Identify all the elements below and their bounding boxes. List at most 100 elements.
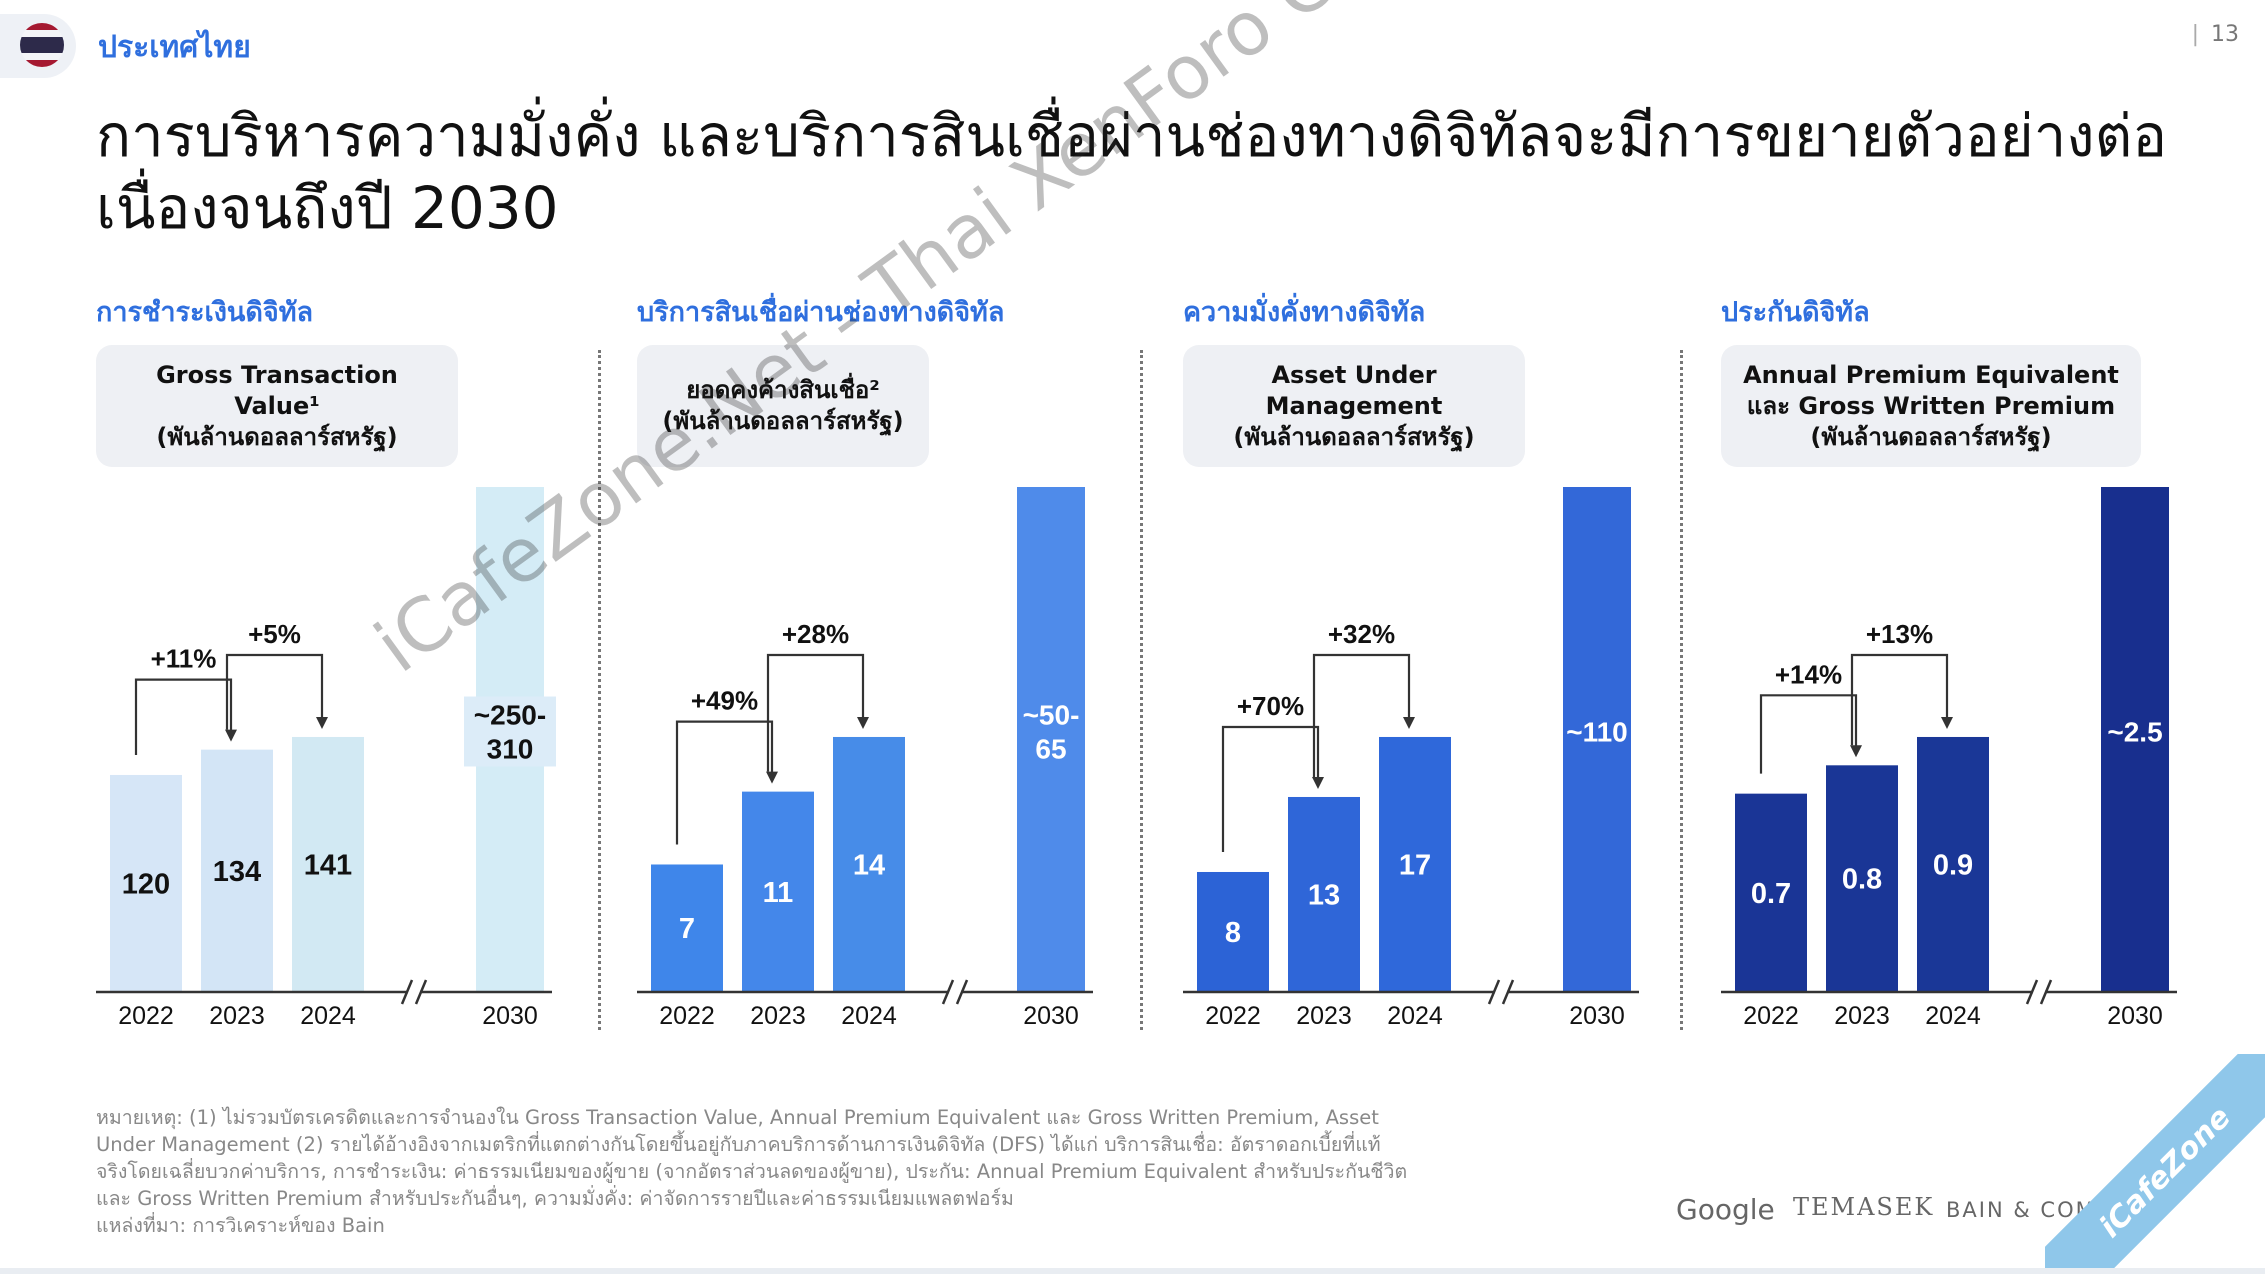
flag-stripe xyxy=(20,23,64,30)
footnote-line: หมายเหตุ: (1) ไม่รวมบัตรเครดิตและการจำนอ… xyxy=(96,1106,1379,1129)
growth-bracket: +13% xyxy=(1850,619,1953,746)
axis-break-mark xyxy=(400,979,414,1005)
panel-divider xyxy=(1680,350,1683,1030)
axis-break-mark xyxy=(941,979,955,1005)
metric-line: ยอดคงค้างสินเชื่อ² xyxy=(686,376,880,404)
axis-break-mark xyxy=(414,979,428,1005)
axis-break-gap xyxy=(408,988,420,996)
bar-value-label: 65 xyxy=(1035,734,1066,765)
x-tick-label: 2023 xyxy=(209,1002,265,1030)
bar-2023 xyxy=(201,749,273,992)
axis-break-mark xyxy=(1487,979,1501,1005)
growth-label: +49% xyxy=(691,686,758,716)
growth-label: +32% xyxy=(1328,619,1395,649)
bottom-rule xyxy=(0,1268,2265,1274)
bar-2022 xyxy=(1735,793,1807,992)
metric-box: Asset Under Management (พันล้านดอลลาร์สห… xyxy=(1183,345,1525,467)
axis-break-gap xyxy=(2033,988,2045,996)
bar-2024 xyxy=(1379,736,1451,992)
growth-bracket: +11% xyxy=(134,644,237,755)
growth-label: +28% xyxy=(782,619,849,649)
bar-2022 xyxy=(1197,871,1269,992)
bar-value-label: 13 xyxy=(1308,879,1340,911)
metric-line: (พันล้านดอลลาร์สหรัฐ) xyxy=(1810,422,2052,451)
page-number: | 13 xyxy=(2191,22,2239,47)
growth-bracket-line xyxy=(1312,653,1411,777)
bar-chart: 120 134 141 ~250-310 2022 2023 2024 2030 +11% +5% xyxy=(96,487,556,1030)
growth-bracket-line xyxy=(1850,653,1949,746)
growth-bracket-line xyxy=(134,678,233,755)
growth-bracket-line xyxy=(1221,725,1320,852)
bar-2030 xyxy=(1563,487,1631,992)
metric-box: Annual Premium Equivalent และ Gross Writ… xyxy=(1721,345,2141,467)
growth-bracket: +70% xyxy=(1221,691,1324,852)
growth-label: +70% xyxy=(1237,691,1304,721)
growth-label: +11% xyxy=(151,644,217,674)
arrow-head-icon xyxy=(225,729,237,742)
page-number-value: 13 xyxy=(2211,22,2239,47)
panel-divider xyxy=(1140,350,1143,1030)
panel-digital-wealth: ความมั่งคั่งทางดิจิทัล Asset Under Manag… xyxy=(1183,290,1723,1050)
axis-break-gap xyxy=(1495,988,1507,996)
x-tick-label: 2022 xyxy=(1205,1002,1261,1030)
bar-value-label: 8 xyxy=(1225,917,1241,949)
growth-bracket: +14% xyxy=(1759,659,1862,774)
growth-bracket-line xyxy=(1759,694,1858,774)
title-line-2: เนื่องจนถึงปี 2030 xyxy=(96,174,559,242)
footnote-line: Under Management (2) รายได้อ้างอิงจากเมต… xyxy=(96,1133,1381,1156)
growth-bracket: +5% xyxy=(225,619,328,730)
flag-stripe xyxy=(20,37,64,53)
growth-bracket: +49% xyxy=(675,686,778,845)
bar-value-label: 120 xyxy=(122,868,170,900)
x-tick-label: 2024 xyxy=(1387,1002,1443,1030)
bar-value-label: 0.7 xyxy=(1751,878,1791,910)
metric-line: Gross Transaction Value¹ xyxy=(156,360,398,420)
bar-2023 xyxy=(1288,796,1360,992)
axis-break-gap xyxy=(949,988,961,996)
panel-divider xyxy=(598,350,601,1030)
x-tick-label: 2024 xyxy=(841,1002,897,1030)
bar-value-label: 134 xyxy=(213,856,261,888)
bar-2022 xyxy=(110,774,182,992)
x-tick-label: 2023 xyxy=(750,1002,806,1030)
bar-value-label: ~250- xyxy=(474,700,546,731)
growth-label: +13% xyxy=(1866,619,1933,649)
x-tick-label: 2030 xyxy=(2107,1002,2163,1030)
arrow-head-icon xyxy=(1312,776,1324,789)
panel-digital-insurance: ประกันดิจิทัล Annual Premium Equivalent … xyxy=(1721,290,2261,1050)
panel-title: บริการสินเชื่อผ่านช่องทางดิจิทัล xyxy=(637,297,1005,328)
bar-2023 xyxy=(742,791,814,992)
corner-watermark: iCafeZone xyxy=(2045,1054,2265,1274)
bar-2024 xyxy=(1917,736,1989,992)
bar-value-label: 17 xyxy=(1399,849,1431,881)
x-tick-label: 2030 xyxy=(482,1002,538,1030)
growth-bracket-line xyxy=(766,653,865,772)
metric-line: และ Gross Written Premium xyxy=(1746,391,2116,420)
x-tick-label: 2024 xyxy=(300,1002,356,1030)
page-title: การบริหารความมั่งคั่ง และบริการสินเชื่อผ… xyxy=(96,100,2196,244)
bar-2024 xyxy=(292,736,364,992)
x-tick-label: 2022 xyxy=(118,1002,174,1030)
bar-value-label: 7 xyxy=(679,913,695,945)
bar-2022 xyxy=(651,864,723,992)
metric-line: (พันล้านดอลลาร์สหรัฐ) xyxy=(156,422,398,451)
axis-break-mark xyxy=(1501,979,1515,1005)
bar-2024 xyxy=(833,736,905,992)
metric-line: (พันล้านดอลลาร์สหรัฐ) xyxy=(662,407,904,435)
bar-value-label: 141 xyxy=(304,849,352,881)
growth-bracket-line xyxy=(225,653,324,730)
x-tick-label: 2022 xyxy=(659,1002,715,1030)
bar-value-label: ~2.5 xyxy=(2107,717,2162,748)
footnote-line: จริงโดยเฉลี่ยบวกค่าบริการ, การชำระเงิน: … xyxy=(96,1160,1408,1183)
panel-title: ความมั่งคั่งทางดิจิทัล xyxy=(1183,297,1426,328)
axis-break-mark xyxy=(2025,979,2039,1005)
arrow-head-icon xyxy=(1941,716,1953,729)
flag-stripe xyxy=(20,53,64,60)
bar-2030 xyxy=(1017,487,1085,992)
country-label: ประเทศไทย xyxy=(98,30,251,65)
bar-value-label: ~50- xyxy=(1023,700,1080,731)
metric-line: (พันล้านดอลลาร์สหรัฐ) xyxy=(1233,422,1475,451)
bar-2023 xyxy=(1826,765,1898,992)
panel-title: ประกันดิจิทัล xyxy=(1721,297,1870,328)
bar-2030 xyxy=(2101,487,2169,992)
